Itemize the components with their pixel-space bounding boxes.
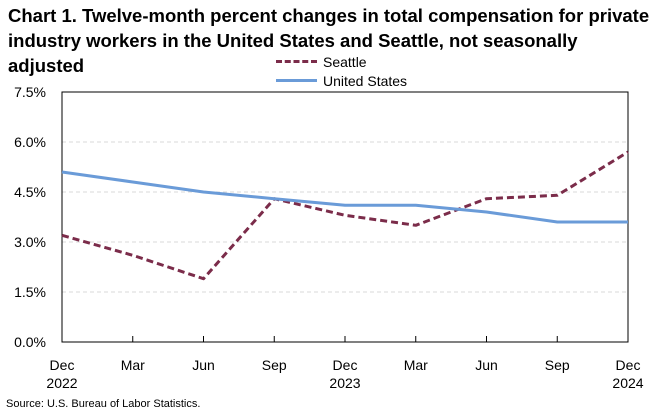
y-tick-label: 0.0% bbox=[14, 334, 46, 350]
series-line-seattle bbox=[61, 150, 629, 281]
x-tick-label: Jun bbox=[192, 357, 215, 373]
series-line-united-states bbox=[61, 170, 628, 224]
x-year-label: 2024 bbox=[612, 375, 643, 391]
legend-swatch-united-states bbox=[276, 79, 317, 82]
legend-label-seattle: Seattle bbox=[323, 53, 367, 70]
x-tick-label: Jun bbox=[475, 357, 498, 373]
x-tick-label: Mar bbox=[404, 357, 428, 373]
x-tick-label: Dec bbox=[50, 357, 75, 373]
y-tick-label: 1.5% bbox=[14, 284, 46, 300]
chart-title: Chart 1. Twelve-month percent changes in… bbox=[8, 5, 650, 76]
source-note: Source: U.S. Bureau of Labor Statistics. bbox=[6, 398, 201, 410]
plot-area-border bbox=[61, 91, 629, 343]
x-year-label: 2022 bbox=[46, 375, 77, 391]
x-tick-label: Sep bbox=[262, 357, 287, 373]
x-tick-label: Mar bbox=[121, 357, 145, 373]
x-year-label: 2023 bbox=[329, 375, 360, 391]
x-tick-label: Dec bbox=[616, 357, 641, 373]
legend-item-united-states: United States bbox=[276, 71, 407, 90]
y-tick-label: 3.0% bbox=[14, 234, 46, 250]
y-tick-label: 4.5% bbox=[14, 184, 46, 200]
y-tick-label: 6.0% bbox=[14, 134, 46, 150]
x-tick-label: Dec bbox=[333, 357, 358, 373]
legend-swatch-seattle bbox=[276, 60, 317, 63]
legend-label-united-states: United States bbox=[323, 72, 408, 89]
x-tick-label: Sep bbox=[545, 357, 570, 373]
chart-legend: Seattle United States bbox=[276, 52, 407, 90]
y-tick-label: 7.5% bbox=[14, 84, 46, 100]
legend-item-seattle: Seattle bbox=[276, 52, 407, 71]
